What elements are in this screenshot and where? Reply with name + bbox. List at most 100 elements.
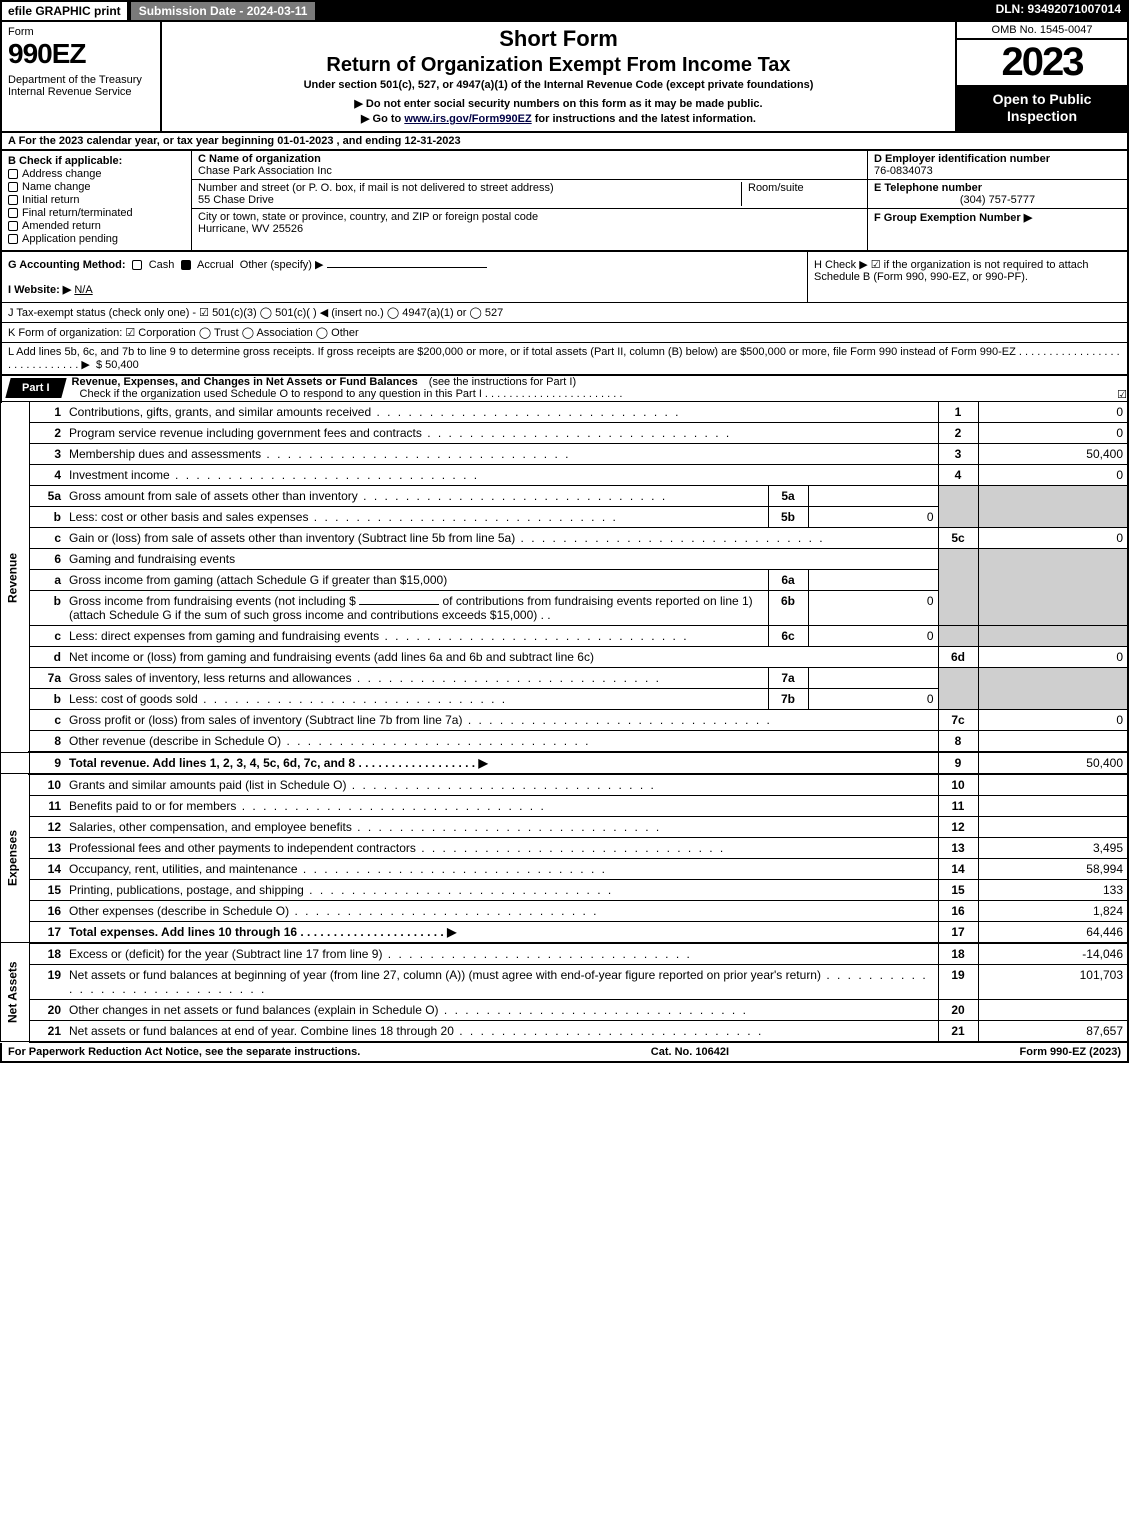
l6a-desc: Gross income from gaming (attach Schedul… xyxy=(65,569,768,590)
c-city-value: Hurricane, WV 25526 xyxy=(198,223,303,235)
l14-val: 58,994 xyxy=(978,858,1128,879)
block-b-c-d-e-f: B Check if applicable: Address change Na… xyxy=(0,151,1129,252)
l17-desc: Total expenses. Add lines 10 through 16 … xyxy=(65,921,938,943)
l17-num: 17 xyxy=(29,921,65,943)
c-room-suite: Room/suite xyxy=(741,182,861,206)
l17-ln: 17 xyxy=(938,921,978,943)
chk-address-change[interactable]: Address change xyxy=(8,168,185,180)
l19-desc: Net assets or fund balances at beginning… xyxy=(65,964,938,999)
l7a-sv xyxy=(808,667,938,688)
form-number: 990EZ xyxy=(8,38,154,70)
g-other-line[interactable] xyxy=(327,267,487,268)
col-c: C Name of organization Chase Park Associ… xyxy=(192,151,867,250)
l6a-num: a xyxy=(29,569,65,590)
l15-val: 133 xyxy=(978,879,1128,900)
g-accrual-box[interactable] xyxy=(181,260,191,270)
l5c-ln: 5c xyxy=(938,527,978,548)
l13-desc: Professional fees and other payments to … xyxy=(65,837,938,858)
part1-lines-table: Revenue 1 Contributions, gifts, grants, … xyxy=(0,402,1129,1043)
l5c-desc: Gain or (loss) from sale of assets other… xyxy=(65,527,938,548)
l6b-blank[interactable] xyxy=(359,604,439,605)
l5a-sub: 5a xyxy=(768,485,808,506)
line-7a: 7a Gross sales of inventory, less return… xyxy=(1,667,1128,688)
i-value: N/A xyxy=(74,284,92,296)
form-id-block: Form 990EZ Department of the Treasury In… xyxy=(2,22,162,131)
chk-application-pending[interactable]: Application pending xyxy=(8,233,185,245)
row-j-tax-exempt: J Tax-exempt status (check only one) - ☑… xyxy=(0,303,1129,323)
l5b-sub: 5b xyxy=(768,506,808,527)
l7b-sub: 7b xyxy=(768,688,808,709)
g-cash-box[interactable] xyxy=(132,260,142,270)
l13-num: 13 xyxy=(29,837,65,858)
form-meta-block: OMB No. 1545-0047 2023 Open to Public In… xyxy=(957,22,1127,131)
c-address: Number and street (or P. O. box, if mail… xyxy=(192,180,867,209)
chk-final-return[interactable]: Final return/terminated xyxy=(8,207,185,219)
l11-desc: Benefits paid to or for members xyxy=(65,795,938,816)
line-8: 8 Other revenue (describe in Schedule O)… xyxy=(1,730,1128,752)
l21-val: 87,657 xyxy=(978,1020,1128,1042)
l16-desc: Other expenses (describe in Schedule O) xyxy=(65,900,938,921)
side-revenue: Revenue xyxy=(1,402,29,752)
l6b-num: b xyxy=(29,590,65,625)
line-6d: d Net income or (loss) from gaming and f… xyxy=(1,646,1128,667)
form-label: Form xyxy=(8,26,154,38)
g-accounting-method: G Accounting Method: Cash Accrual Other … xyxy=(2,252,807,302)
l6c-sub: 6c xyxy=(768,625,808,646)
l11-num: 11 xyxy=(29,795,65,816)
l7a-sub: 7a xyxy=(768,667,808,688)
l14-num: 14 xyxy=(29,858,65,879)
l5ab-ln-shade xyxy=(938,485,978,527)
footer-left: For Paperwork Reduction Act Notice, see … xyxy=(8,1046,360,1058)
l2-val: 0 xyxy=(978,422,1128,443)
l6b-desc: Gross income from fundraising events (no… xyxy=(65,590,768,625)
l5b-desc: Less: cost or other basis and sales expe… xyxy=(65,506,768,527)
chk-amended-return[interactable]: Amended return xyxy=(8,220,185,232)
l7c-val: 0 xyxy=(978,709,1128,730)
goto-link[interactable]: www.irs.gov/Form990EZ xyxy=(404,113,531,125)
g-label: G Accounting Method: xyxy=(8,259,126,271)
l6b-sv: 0 xyxy=(808,590,938,625)
topbar-spacer xyxy=(317,0,987,22)
l16-num: 16 xyxy=(29,900,65,921)
line-5a: 5a Gross amount from sale of assets othe… xyxy=(1,485,1128,506)
l5ab-val-shade xyxy=(978,485,1128,527)
l5a-num: 5a xyxy=(29,485,65,506)
l7c-num: c xyxy=(29,709,65,730)
efile-print[interactable]: efile GRAPHIC print xyxy=(0,0,129,22)
l9-ln: 9 xyxy=(938,752,978,774)
l15-desc: Printing, publications, postage, and shi… xyxy=(65,879,938,900)
d-value: 76-0834073 xyxy=(874,165,933,177)
l17-val: 64,446 xyxy=(978,921,1128,943)
part1-check-note: Check if the organization used Schedule … xyxy=(72,388,623,400)
e-phone: E Telephone number (304) 757-5777 xyxy=(868,180,1127,209)
l13-val: 3,495 xyxy=(978,837,1128,858)
l4-num: 4 xyxy=(29,464,65,485)
side-net-assets: Net Assets xyxy=(1,943,29,1042)
e-label: E Telephone number xyxy=(874,182,982,194)
line-14: 14 Occupancy, rent, utilities, and maint… xyxy=(1,858,1128,879)
l11-ln: 11 xyxy=(938,795,978,816)
l6c-num: c xyxy=(29,625,65,646)
l16-ln: 16 xyxy=(938,900,978,921)
chk-name-change[interactable]: Name change xyxy=(8,181,185,193)
l21-ln: 21 xyxy=(938,1020,978,1042)
line-7c: c Gross profit or (loss) from sales of i… xyxy=(1,709,1128,730)
c-city: City or town, state or province, country… xyxy=(192,209,867,237)
chk-amended-return-label: Amended return xyxy=(22,220,101,232)
c-name-label: C Name of organization xyxy=(198,153,321,165)
line-6: 6 Gaming and fundraising events xyxy=(1,548,1128,569)
f-group-exemption: F Group Exemption Number ▶ xyxy=(868,209,1127,226)
chk-initial-return-label: Initial return xyxy=(22,194,79,206)
l10-val xyxy=(978,774,1128,796)
chk-initial-return[interactable]: Initial return xyxy=(8,194,185,206)
submission-date: Submission Date - 2024-03-11 xyxy=(129,0,318,22)
l6abc-val-shade xyxy=(978,548,1128,625)
do-not-enter-ssn: ▶ Do not enter social security numbers o… xyxy=(172,97,945,110)
line-6c: c Less: direct expenses from gaming and … xyxy=(1,625,1128,646)
l10-ln: 10 xyxy=(938,774,978,796)
l7ab-ln-shade xyxy=(938,667,978,709)
line-15: 15 Printing, publications, postage, and … xyxy=(1,879,1128,900)
l5c-val: 0 xyxy=(978,527,1128,548)
c-street-label: Number and street (or P. O. box, if mail… xyxy=(198,182,554,194)
page-footer: For Paperwork Reduction Act Notice, see … xyxy=(0,1043,1129,1063)
